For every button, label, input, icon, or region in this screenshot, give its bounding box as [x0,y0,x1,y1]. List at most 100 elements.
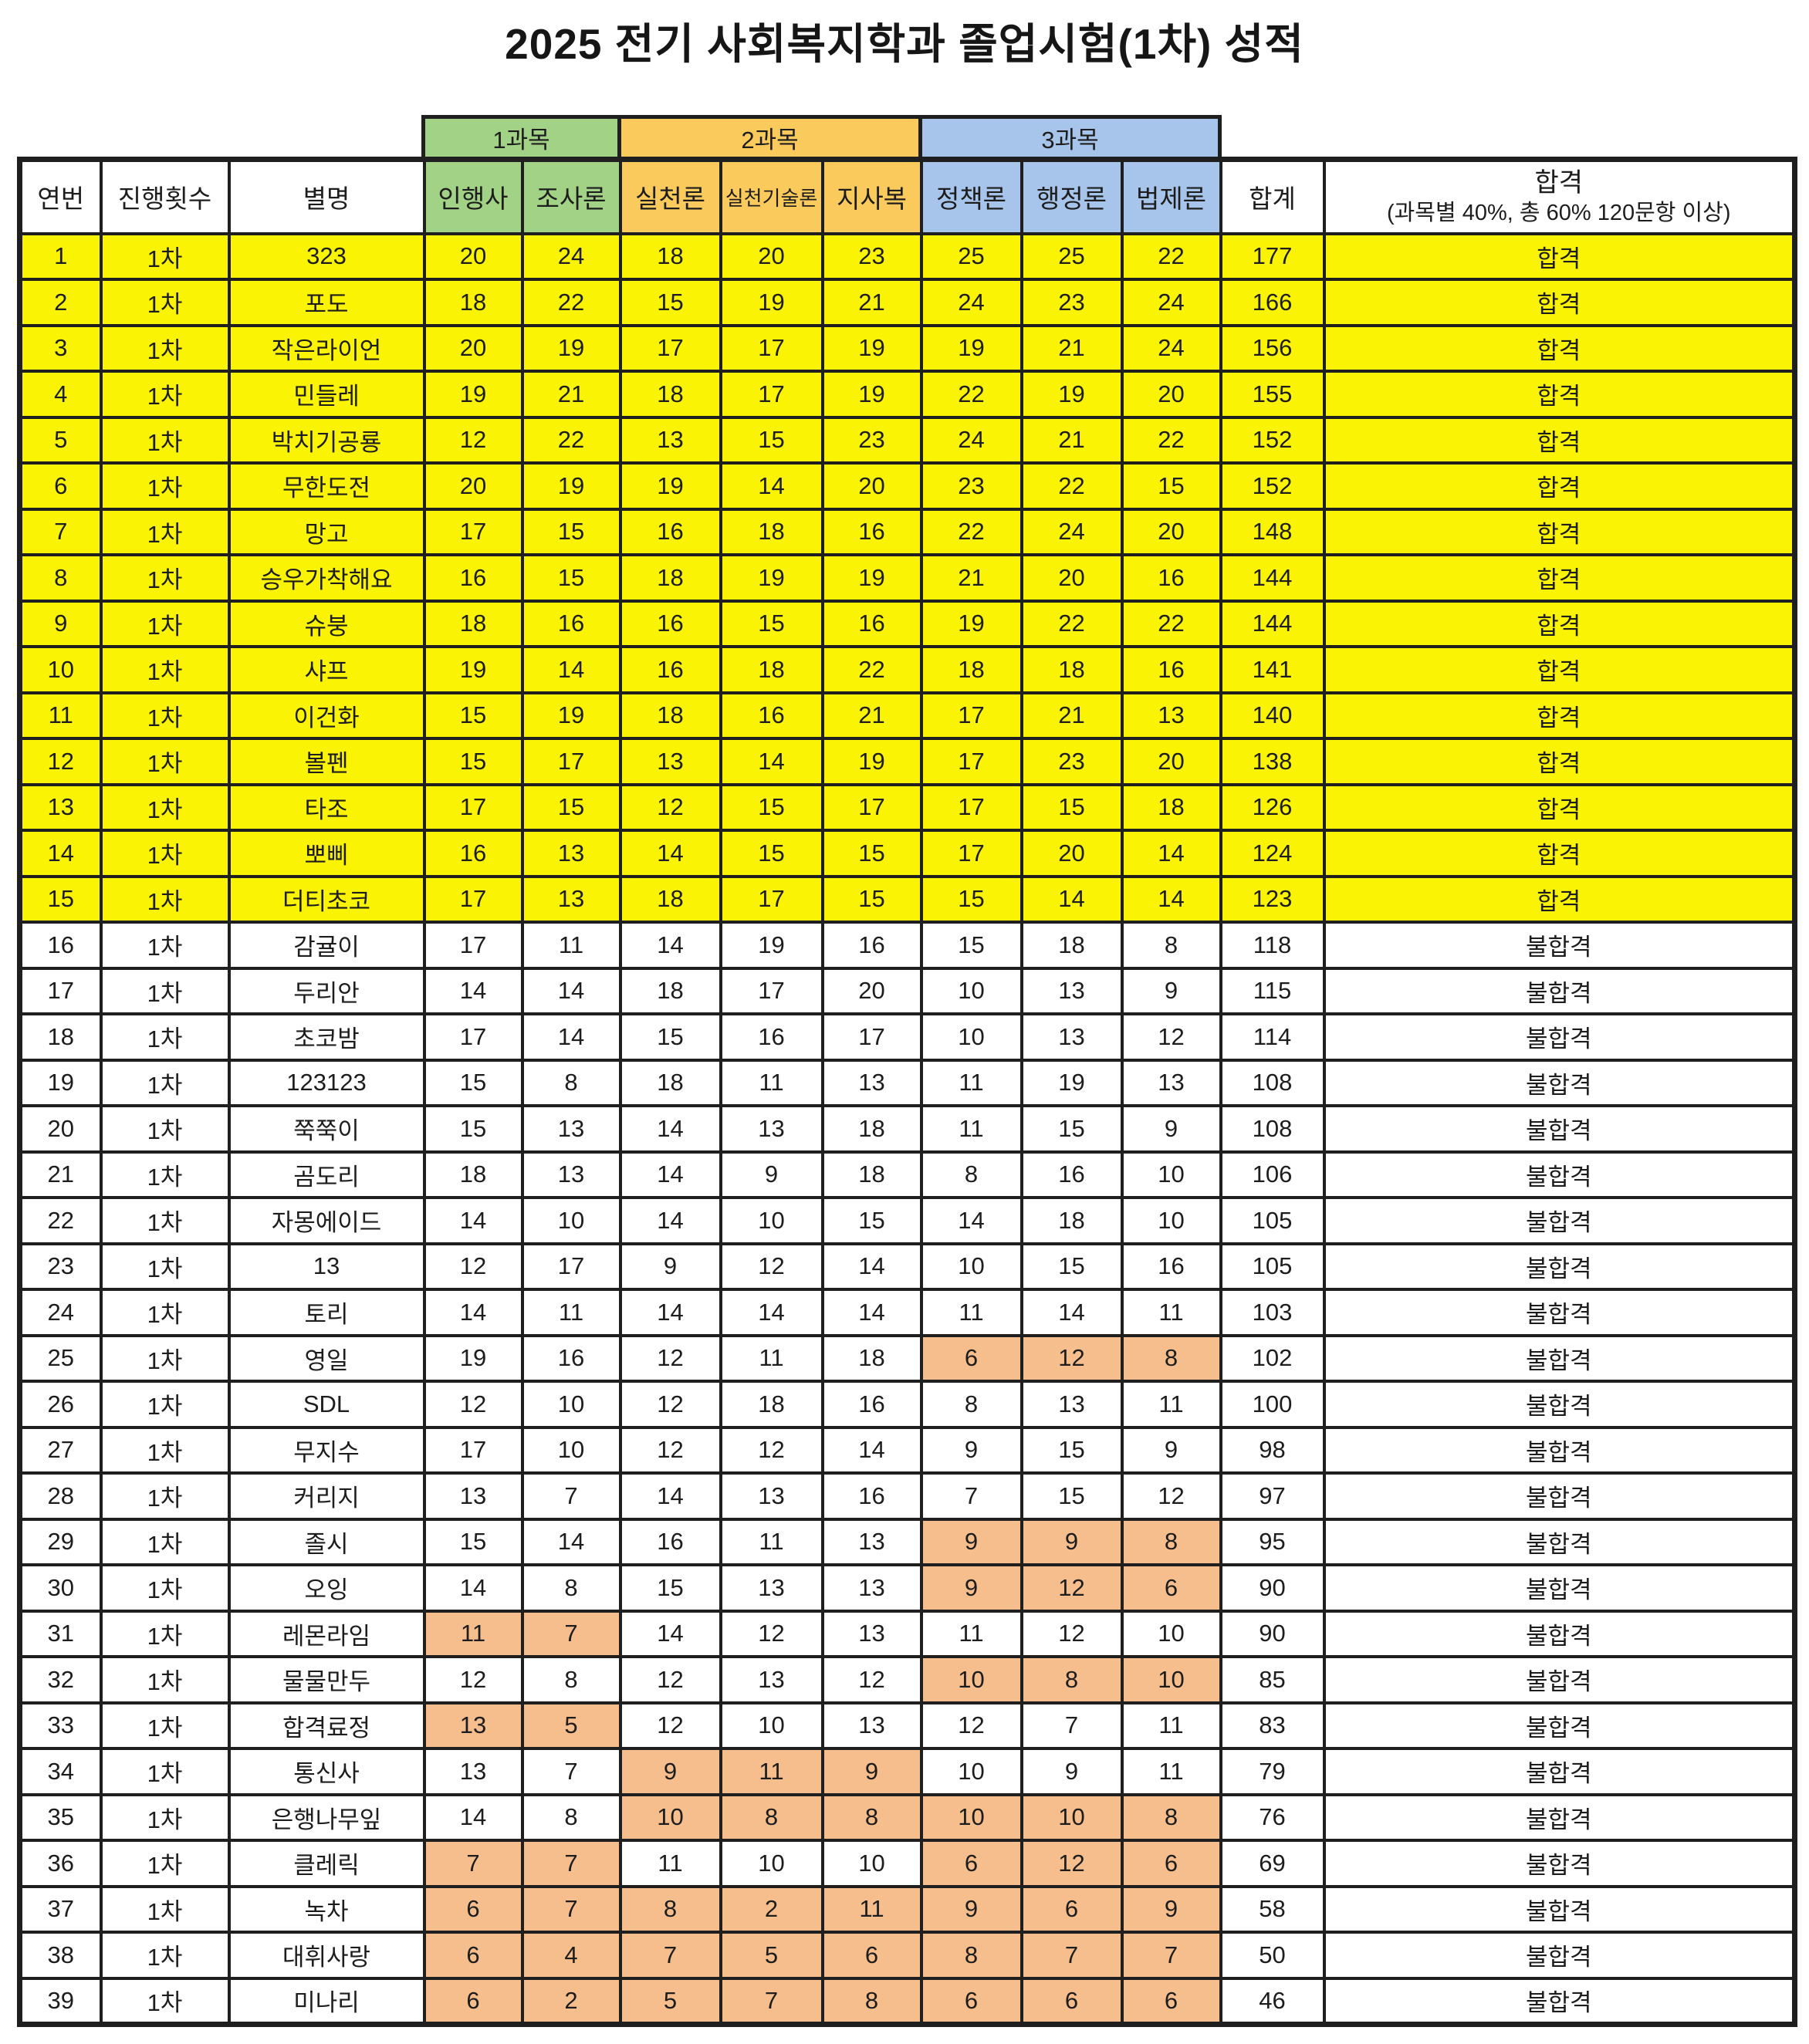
score-jeongchaekron-cell: 9 [919,1425,1023,1475]
round-cell: 1차 [99,1242,231,1291]
score-silcheongisulron-cell: 13 [719,1563,824,1613]
score-jeongchaekron-cell: 10 [919,1655,1023,1704]
table-row: 8 1차 승우가착해요 16 15 18 19 19 21 20 16 144 합격 [18,553,1797,603]
score-jisabok-cell: 13 [820,1609,923,1658]
score-beopjeron-cell: 22 [1120,599,1222,648]
score-josaron-cell: 10 [520,1380,622,1429]
nickname-cell: 13 [227,1242,426,1291]
table-row: 38 1차 대휘사랑 6 4 7 5 6 8 7 7 50 불합격 [18,1931,1797,1980]
score-silcheonron-cell: 16 [618,1517,722,1566]
score-jeongchaekron-cell: 11 [919,1104,1023,1154]
score-silcheonron-cell: 7 [618,1931,722,1980]
score-silcheongisulron-cell: 9 [719,1150,824,1199]
score-jeongchaekron-cell: 22 [919,507,1023,556]
total-cell: 114 [1219,1012,1326,1062]
score-jeongchaekron-cell: 11 [919,1288,1023,1337]
score-beopjeron-cell: 11 [1120,1747,1222,1796]
table-row: 12 1차 볼펜 15 17 13 14 19 17 23 20 138 합격 [18,737,1797,786]
total-cell: 144 [1219,599,1326,648]
score-inhaengsa-cell: 17 [422,921,524,970]
score-josaron-cell: 8 [520,1563,622,1613]
score-silcheongisulron-cell: 12 [719,1242,824,1291]
score-jisabok-cell: 16 [820,507,923,556]
nickname-cell: 323 [227,231,426,281]
total-cell: 90 [1219,1563,1326,1613]
score-jisabok-cell: 23 [820,231,923,281]
score-haengjeongron-cell: 18 [1019,1196,1124,1245]
score-silcheonron-cell: 12 [618,1701,722,1750]
col-header-jisabok: 지사복 [820,157,923,235]
table-row: 33 1차 합격료정 13 5 12 10 13 12 7 11 83 불합격 [18,1701,1797,1750]
table-row: 7 1차 망고 17 15 16 18 16 22 24 20 148 합격 [18,507,1797,556]
table-row: 2 1차 포도 18 22 15 19 21 24 23 24 166 합격 [18,278,1797,327]
score-silcheongisulron-cell: 13 [719,1104,824,1154]
result-cell: 불합격 [1322,1471,1797,1521]
round-cell: 1차 [99,323,231,373]
serial-cell: 34 [18,1747,103,1796]
round-cell: 1차 [99,1288,231,1337]
result-cell: 합격 [1322,415,1797,465]
score-jeongchaekron-cell: 8 [919,1150,1023,1199]
score-silcheongisulron-cell: 10 [719,1196,824,1245]
score-jisabok-cell: 20 [820,966,923,1015]
table-row: 19 1차 123123 15 8 18 11 13 11 19 13 108 불합격 [18,1058,1797,1107]
score-jisabok-cell: 16 [820,921,923,970]
result-cell: 불합격 [1322,1792,1797,1842]
score-jisabok-cell: 19 [820,553,923,603]
score-josaron-cell: 10 [520,1196,622,1245]
round-cell: 1차 [99,874,231,924]
total-cell: 69 [1219,1839,1326,1888]
score-table-body: 1 1차 323 20 24 18 20 23 25 25 22 177 합격 2 1차 포도 18 22 15 19… [18,231,1797,2025]
table-row: 10 1차 샤프 19 14 16 18 22 18 18 16 141 합격 [18,645,1797,694]
table-row: 4 1차 민들레 19 21 18 17 19 22 19 20 155 합격 [18,370,1797,419]
round-cell: 1차 [99,1425,231,1475]
table-row: 37 1차 녹차 6 7 8 2 11 9 6 9 58 불합격 [18,1884,1797,1934]
nickname-cell: 졸시 [227,1517,426,1566]
score-haengjeongron-cell: 9 [1019,1517,1124,1566]
result-cell: 합격 [1322,737,1797,786]
round-cell: 1차 [99,1471,231,1521]
serial-cell: 29 [18,1517,103,1566]
score-beopjeron-cell: 13 [1120,691,1222,740]
result-cell: 불합격 [1322,1288,1797,1337]
serial-cell: 1 [18,231,103,281]
score-beopjeron-cell: 11 [1120,1288,1222,1337]
total-cell: 95 [1219,1517,1326,1566]
score-haengjeongron-cell: 12 [1019,1563,1124,1613]
score-silcheonron-cell: 14 [618,1471,722,1521]
score-haengjeongron-cell: 7 [1019,1931,1124,1980]
total-cell: 124 [1219,829,1326,878]
serial-cell: 38 [18,1931,103,1980]
score-beopjeron-cell: 10 [1120,1609,1222,1658]
score-haengjeongron-cell: 13 [1019,1012,1124,1062]
nickname-cell: 뽀삐 [227,829,426,878]
score-beopjeron-cell: 11 [1120,1701,1222,1750]
round-cell: 1차 [99,1609,231,1658]
total-cell: 155 [1219,370,1326,419]
total-cell: 123 [1219,874,1326,924]
nickname-cell: 은행나무잎 [227,1792,426,1842]
score-jeongchaekron-cell: 23 [919,461,1023,511]
score-inhaengsa-cell: 15 [422,737,524,786]
score-jisabok-cell: 18 [820,1333,923,1383]
score-jisabok-cell: 14 [820,1425,923,1475]
score-haengjeongron-cell: 15 [1019,782,1124,832]
nickname-cell: 작은라이언 [227,323,426,373]
round-cell: 1차 [99,1012,231,1062]
score-inhaengsa-cell: 12 [422,1242,524,1291]
total-cell: 141 [1219,645,1326,694]
score-silcheonron-cell: 15 [618,1012,722,1062]
score-inhaengsa-cell: 7 [422,1839,524,1888]
score-josaron-cell: 15 [520,507,622,556]
score-inhaengsa-cell: 16 [422,829,524,878]
total-cell: 177 [1219,231,1326,281]
score-jisabok-cell: 13 [820,1517,923,1566]
nickname-cell: SDL [227,1380,426,1429]
score-jisabok-cell: 14 [820,1242,923,1291]
score-jisabok-cell: 19 [820,323,923,373]
pass-header-criteria: (과목별 40%, 총 60% 120문항 이상) [1386,201,1731,226]
round-cell: 1차 [99,1563,231,1613]
score-silcheonron-cell: 14 [618,921,722,970]
score-jeongchaekron-cell: 24 [919,415,1023,465]
score-jeongchaekron-cell: 19 [919,323,1023,373]
